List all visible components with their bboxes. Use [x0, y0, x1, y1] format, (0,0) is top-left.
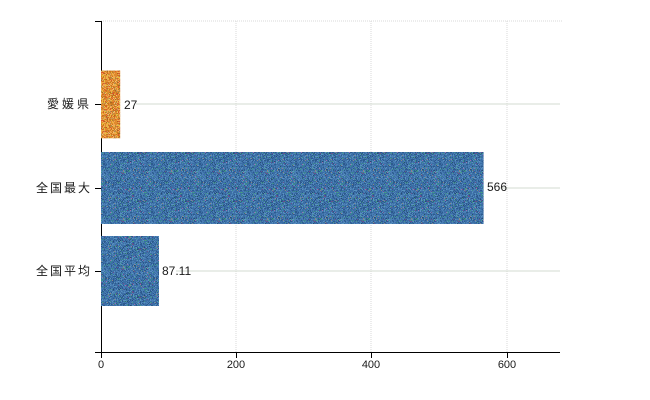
svg-text:200: 200 [227, 359, 245, 371]
svg-text:400: 400 [362, 359, 380, 371]
svg-text:愛媛県: 愛媛県 [47, 97, 92, 111]
svg-text:600: 600 [498, 359, 516, 371]
svg-text:566: 566 [487, 180, 507, 194]
svg-text:87.11: 87.11 [162, 264, 191, 278]
svg-text:全国平均: 全国平均 [36, 263, 92, 278]
svg-text:0: 0 [98, 359, 104, 371]
svg-text:27: 27 [124, 98, 138, 112]
svg-text:全国最大: 全国最大 [36, 180, 92, 195]
